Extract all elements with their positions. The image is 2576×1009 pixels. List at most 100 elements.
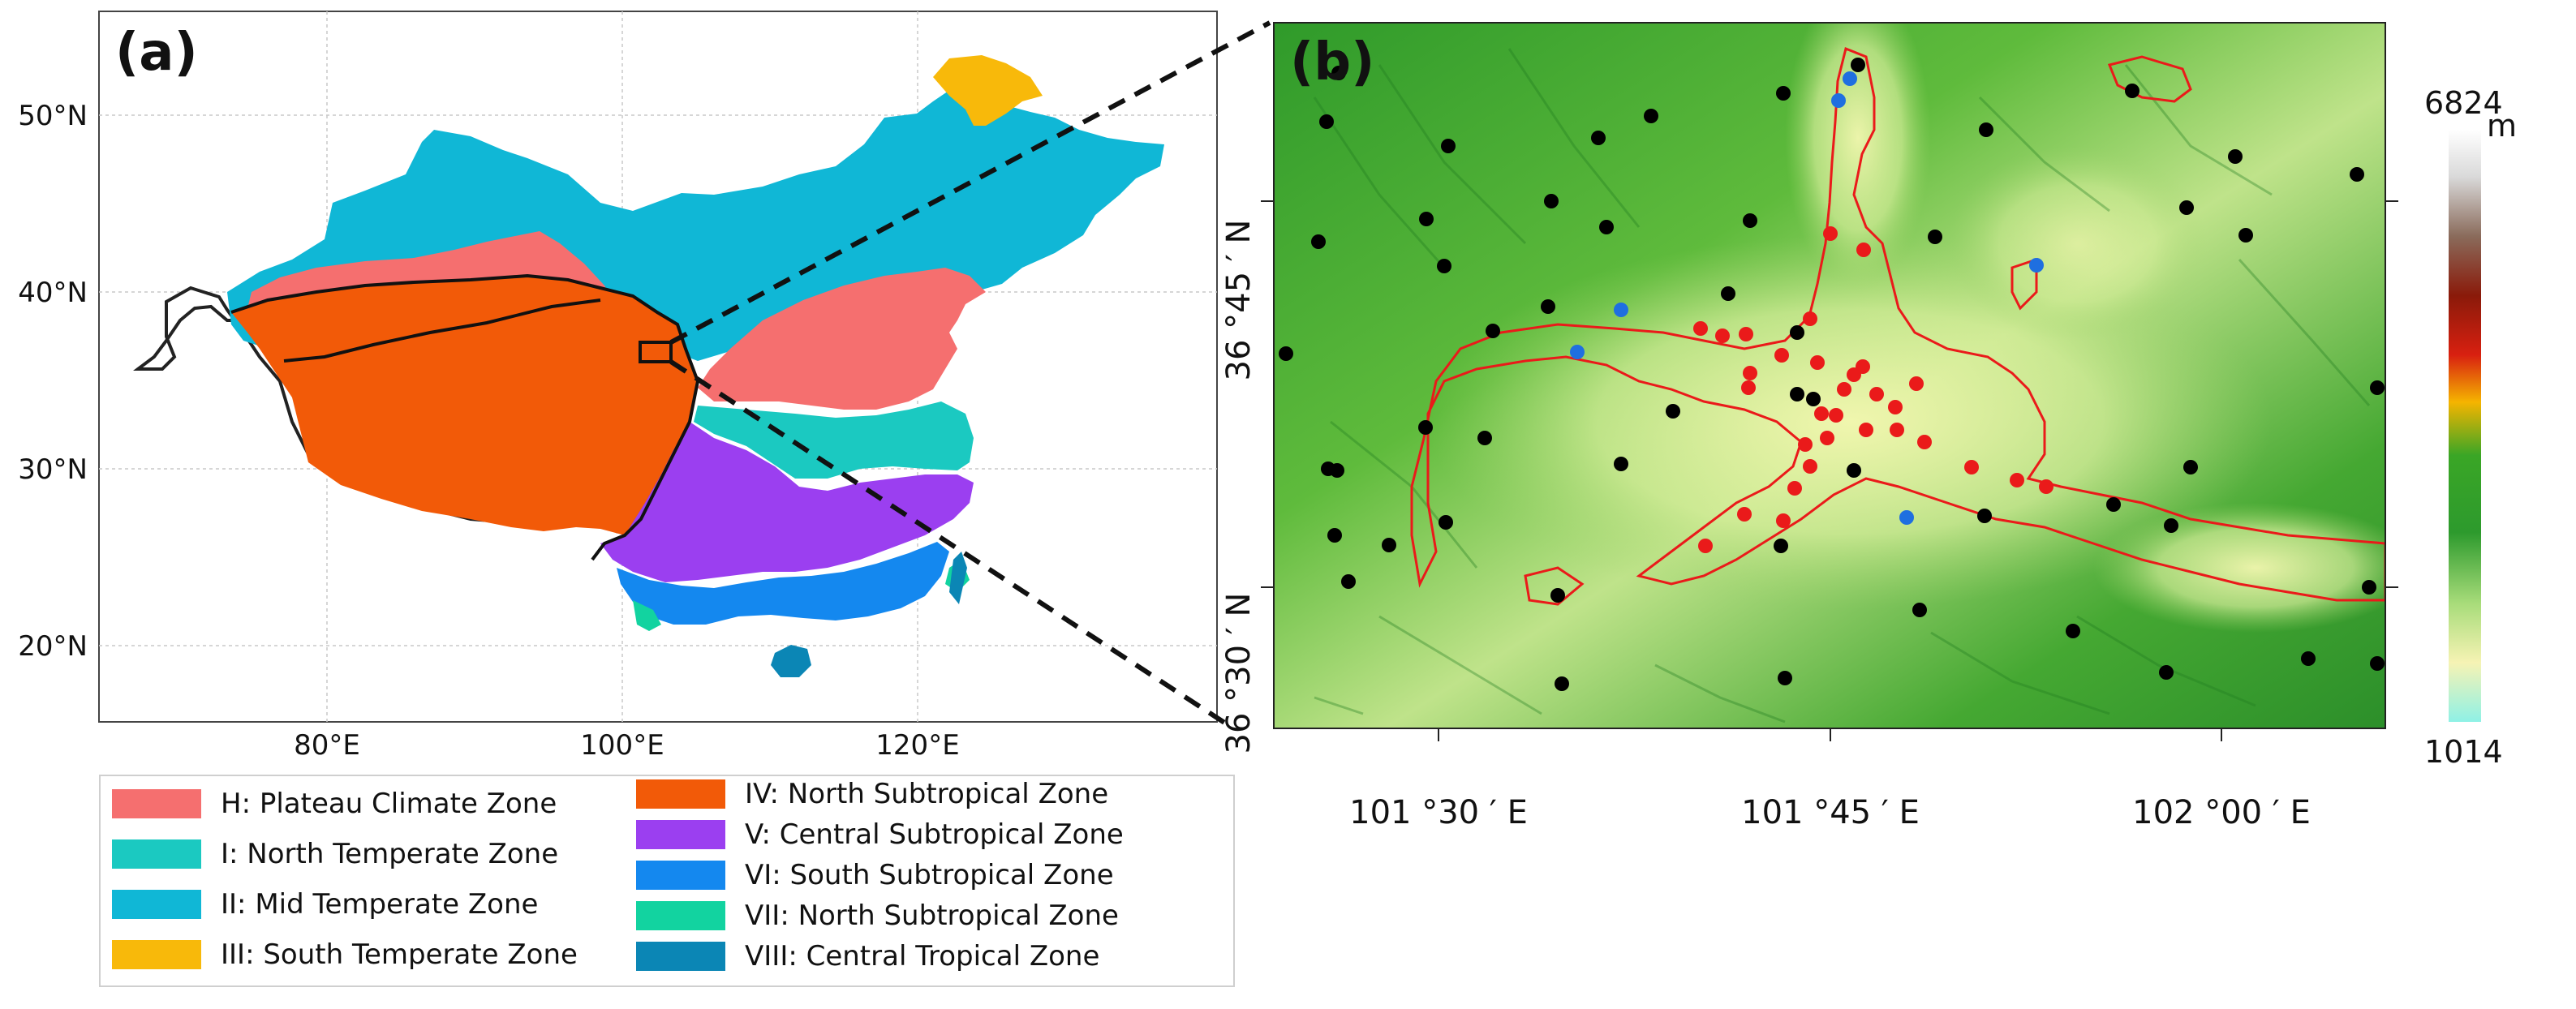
zone-V-region: [600, 422, 974, 582]
plateau-boundary-line: [230, 273, 700, 561]
zoom-lines: [669, 20, 1271, 731]
station-black: [1541, 299, 1555, 314]
legend-item-VI: VI: South Subtropical Zone: [636, 859, 1114, 891]
black-stations: [1279, 58, 2385, 691]
legend-swatch: [112, 789, 201, 818]
station-blue: [1899, 510, 1914, 525]
station-black: [1418, 420, 1433, 435]
station-red: [2010, 473, 2024, 487]
zone-III-region: [933, 55, 1043, 126]
panel-a-map: (a) 50°N 40°N 30°N 20°N 80°E 100°E 120°E: [18, 11, 1218, 762]
station-red: [1869, 387, 1884, 401]
panel-b-label: (b): [1290, 32, 1374, 92]
station-red: [1774, 348, 1789, 363]
legend-swatch: [112, 890, 201, 919]
station-black: [1327, 528, 1342, 543]
lon-tick-label: 100°E: [580, 729, 664, 762]
lon-tick-label: 102 °00 ′ E: [2132, 794, 2311, 831]
legend-label: VI: South Subtropical Zone: [745, 859, 1114, 891]
station-red: [1890, 423, 1904, 437]
zone-VIII-taiwan: [949, 552, 967, 604]
station-red: [1837, 382, 1851, 397]
legend-label: H: Plateau Climate Zone: [221, 788, 557, 820]
station-black: [1311, 234, 1326, 249]
panel-a-label: (a): [115, 23, 198, 83]
station-black: [1977, 509, 1992, 523]
station-blue: [1614, 303, 1628, 317]
lat-tick-label: 36 °45 ′ N: [1220, 220, 1258, 381]
plateau-boundary-line-2: [283, 298, 601, 363]
station-black: [1550, 588, 1565, 603]
colorbar-max-label: 6824: [2424, 85, 2503, 121]
station-red: [1776, 513, 1791, 528]
legend-label: II: Mid Temperate Zone: [221, 888, 539, 921]
station-black: [1382, 538, 1396, 552]
station-black: [1644, 109, 1658, 123]
legend-item-I: I: North Temperate Zone: [112, 838, 558, 870]
legend-item-IV: IV: North Subtropical Zone: [636, 778, 1108, 810]
legend-label: VII: North Subtropical Zone: [745, 900, 1119, 932]
station-black: [2164, 518, 2178, 533]
station-red: [1739, 327, 1753, 341]
red-stations: [1693, 226, 2053, 553]
lat-tick-label: 40°N: [18, 277, 88, 309]
station-black: [2370, 380, 2385, 395]
station-black: [1928, 230, 1942, 244]
zoom-line-bottom: [669, 359, 1235, 731]
station-red: [1814, 406, 1829, 421]
panel-a-lon-ticks: 80°E 100°E 120°E: [294, 729, 960, 762]
study-area-box: [639, 341, 673, 363]
station-black: [1778, 671, 1792, 685]
legend-swatch: [636, 779, 725, 809]
legend-swatch: [636, 901, 725, 930]
station-black: [1979, 122, 1993, 137]
valley-highlight-east: [2093, 503, 2385, 633]
station-black: [1419, 212, 1434, 226]
station-black: [1319, 114, 1334, 129]
panel-a-lat-ticks: 50°N 40°N 30°N 20°N: [18, 100, 88, 663]
station-black: [2106, 497, 2121, 512]
station-blue: [1843, 71, 1857, 86]
station-red: [1787, 481, 1802, 496]
station-red: [1856, 243, 1871, 257]
station-black: [1851, 58, 1865, 72]
study-area-outline-ne: [2107, 55, 2192, 103]
station-blue: [1570, 345, 1585, 359]
station-black: [1555, 676, 1569, 691]
legend-item-VIII: VIII: Central Tropical Zone: [636, 940, 1099, 973]
zone-VI-region: [617, 542, 949, 625]
station-black: [1614, 457, 1628, 471]
zone-VIII-hainan: [771, 645, 811, 677]
station-red: [1741, 380, 1756, 395]
legend-swatch: [636, 861, 725, 890]
lon-tick-label: 80°E: [294, 729, 360, 762]
station-black: [1486, 324, 1500, 338]
station-red: [1715, 328, 1730, 343]
legend-label: I: North Temperate Zone: [221, 838, 559, 870]
legend-item-VII: VII: North Subtropical Zone: [636, 900, 1119, 932]
lat-tick-label: 30°N: [18, 453, 88, 486]
station-black: [1341, 574, 1356, 589]
colorbar-unit-label: m: [2487, 108, 2517, 144]
legend-swatch: [112, 940, 201, 969]
station-black: [1599, 220, 1614, 234]
lat-tick-label: 50°N: [18, 100, 88, 132]
legend-label: III: South Temperate Zone: [221, 938, 578, 971]
panel-b-ticks: [1261, 200, 2398, 741]
legend-swatch: [636, 820, 725, 849]
station-black: [2183, 460, 2198, 474]
station-black: [2179, 200, 2194, 215]
station-black: [2370, 656, 2385, 671]
station-black: [1806, 392, 1821, 406]
legend-item-II: II: Mid Temperate Zone: [112, 888, 538, 921]
station-red: [1698, 539, 1713, 553]
station-red: [1820, 431, 1834, 445]
station-red: [1829, 408, 1843, 423]
legend-item-V: V: Central Subtropical Zone: [636, 818, 1124, 851]
station-red: [1964, 460, 1979, 474]
legend-label: IV: North Subtropical Zone: [745, 778, 1109, 810]
station-red: [1917, 435, 1932, 449]
colorbar-min-label: 1014: [2424, 734, 2503, 770]
blue-stations: [1570, 71, 2044, 525]
station-red: [1909, 376, 1924, 391]
